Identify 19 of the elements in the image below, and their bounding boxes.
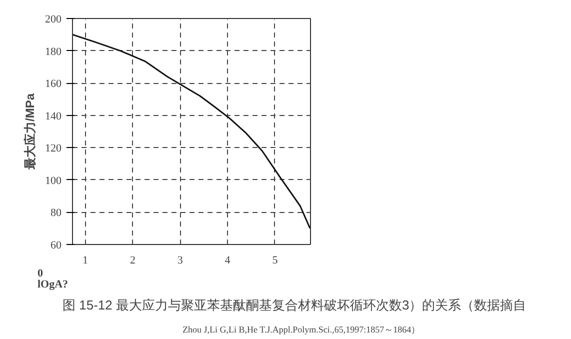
y-tick-label: 120 [45, 142, 62, 155]
x-tick-label: 4 [224, 254, 231, 266]
x-tick-label: 5 [272, 254, 278, 266]
x-tick-label: 2 [130, 254, 136, 266]
line-series [72, 34, 310, 230]
x-tick-label: 3 [177, 254, 184, 266]
y-tick-label: 80 [50, 207, 62, 220]
text: Zhou J,Li G,Li B,He T.J.Appl.Polym.Sci.,65,1997:1857～1864） [182, 324, 420, 334]
y-tick-label: 160 [45, 78, 62, 90]
x-tick-label: 1 [82, 254, 88, 266]
y-tick-label: 60 [50, 240, 62, 252]
y-axis-title: 最大应力/MPa [23, 93, 37, 171]
text: 0 [38, 268, 44, 280]
text: 图 15-12 最大应力与聚亚苯基酞酮基复合材料破坏循环次数3）的关系（数据摘自 [62, 298, 526, 312]
y-tick-label: 180 [45, 46, 62, 58]
y-tick-label: 200 [45, 14, 62, 26]
y-tick-label: 140 [45, 110, 62, 122]
y-tick-label: 100 [45, 174, 62, 187]
text: lOgA? [38, 278, 68, 290]
